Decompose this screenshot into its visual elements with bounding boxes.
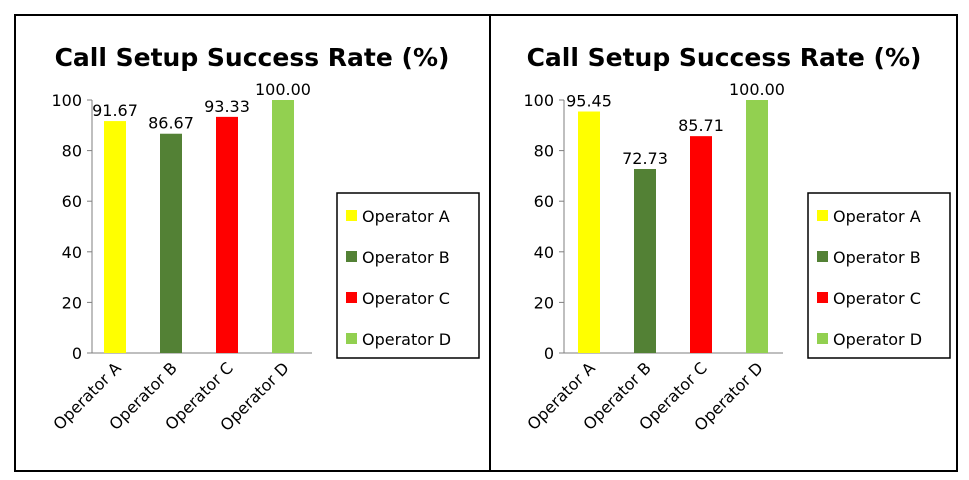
chart1-data-label-1: 91.67 [92,101,138,120]
chart-svg-2: Call Setup Success Rate (%) 0 20 40 60 80 100 9… [523,43,951,435]
chart1-legend-label-2: Operator B [362,248,450,267]
chart2-bar-2 [634,168,656,353]
chart2-data-label-1: 95.45 [566,92,612,111]
chart1-y-tick-label: 100 [51,91,82,110]
chart-panel-2: Call Setup Success Rate (%) 0 20 40 60 80 100 9… [489,14,958,472]
chart1-y-tick-label: 60 [62,192,82,211]
chart1-y-tick-label: 0 [72,344,82,363]
chart2-legend-label-2: Operator B [833,248,921,267]
chart1-data-label-2: 86.67 [148,114,194,133]
chart2-y-tick-label: 40 [534,243,554,262]
chart1-bar-2 [160,133,182,353]
chart1-y-tick-label: 20 [62,293,82,312]
chart2-data-label-3: 85.71 [678,116,724,135]
chart1-bar-1 [104,121,126,354]
chart2-bar-1 [578,111,600,353]
chart2-legend-box [807,192,951,359]
chart1-legend-label-4: Operator D [362,330,451,349]
chart2-y-tick-label: 0 [544,344,554,363]
chart2-legend-swatch-3 [817,292,828,303]
chart1-y-tick-label: 40 [62,243,82,262]
chart1-legend-box [336,192,480,359]
chart1-legend-swatch-2 [346,251,357,262]
chart2-legend-label-4: Operator D [833,330,922,349]
chart1-bar-4 [272,100,294,353]
chart2-bar-4 [746,100,768,353]
chart1-title: Call Setup Success Rate (%) [55,43,450,72]
chart2-y-tick-label: 60 [534,192,554,211]
chart1-legend-label-1: Operator A [362,207,450,226]
chart1-legend-swatch-4 [346,333,357,344]
chart2-legend-label-1: Operator A [833,207,921,226]
chart1-legend: Operator A Operator B Operator C Operator D [336,192,480,359]
chart2-title: Call Setup Success Rate (%) [527,43,922,72]
chart2-data-label-2: 72.73 [622,149,668,168]
chart2-legend-label-3: Operator C [833,289,921,308]
chart2-data-label-4: 100.00 [729,80,785,99]
chart2-bar-3 [690,136,712,353]
chart2-y-tick-label: 20 [534,293,554,312]
chart2-legend-swatch-4 [817,333,828,344]
chart-panel-1: Call Setup Success Rate (%) 0 20 40 60 80 100 9… [14,14,491,472]
chart2-legend: Operator A Operator B Operator C Operator D [807,192,951,359]
chart1-legend-swatch-1 [346,210,357,221]
chart2-legend-swatch-1 [817,210,828,221]
chart2-legend-swatch-2 [817,251,828,262]
chart-svg-1: Call Setup Success Rate (%) 0 20 40 60 80 100 9… [49,43,480,435]
chart1-legend-label-3: Operator C [362,289,450,308]
chart1-bar-3 [216,116,238,354]
chart1-y-tick-label: 80 [62,142,82,161]
chart2-y-tick-label: 100 [523,91,554,110]
chart1-data-label-3: 93.33 [204,97,250,116]
chart1-legend-swatch-3 [346,292,357,303]
chart1-data-label-4: 100.00 [255,80,311,99]
chart2-y-tick-label: 80 [534,142,554,161]
